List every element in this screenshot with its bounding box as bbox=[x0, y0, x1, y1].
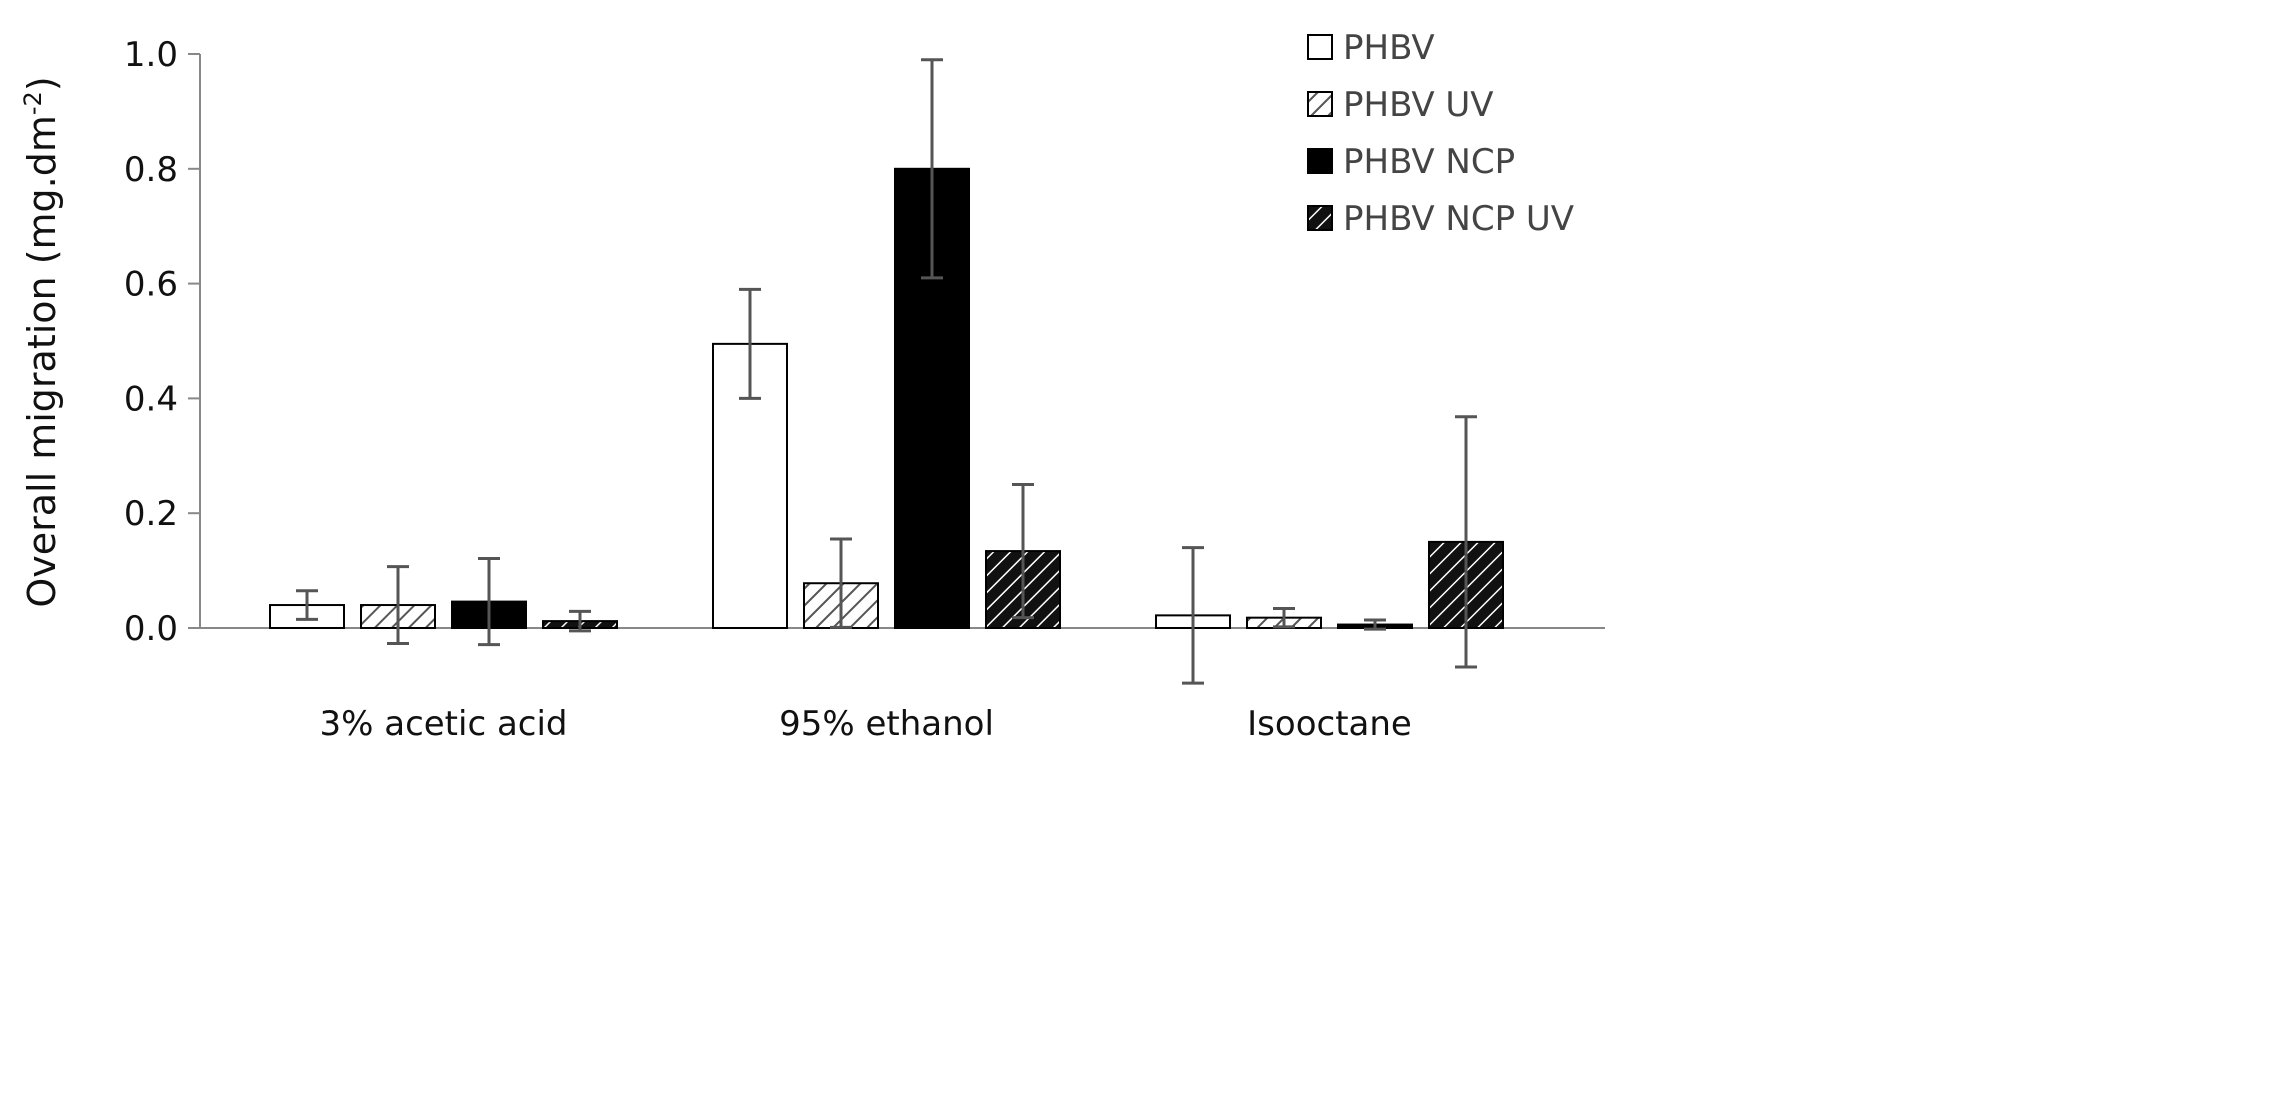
legend-swatch bbox=[1307, 34, 1333, 60]
y-tick-label: 0.0 bbox=[124, 609, 178, 649]
legend-label: PHBV NCP UV bbox=[1343, 199, 1574, 239]
legend-label: PHBV bbox=[1343, 28, 1435, 68]
y-tick-label: 0.4 bbox=[124, 379, 178, 419]
y-axis-label-sup: -2 bbox=[19, 91, 47, 115]
y-axis-label: Overall migration (mg.dm-2) bbox=[19, 76, 64, 607]
legend-swatch bbox=[1307, 91, 1333, 117]
legend: PHBV PHBV UV PHBV NCP PHBV NCP UV bbox=[1307, 28, 1574, 239]
x-category-label: Isooctane bbox=[1247, 704, 1412, 744]
y-tick-label: 1.0 bbox=[124, 35, 178, 75]
legend-label: PHBV UV bbox=[1343, 85, 1494, 125]
legend-swatch bbox=[1307, 205, 1333, 231]
bars bbox=[269, 58, 1504, 685]
y-axis-label-close: ) bbox=[20, 76, 64, 91]
y-tick-label: 0.2 bbox=[124, 494, 178, 534]
legend-label: PHBV NCP bbox=[1343, 142, 1515, 182]
y-axis: 0.0 0.2 0.4 0.6 0.8 1.0 bbox=[124, 35, 1605, 649]
x-category-labels: 3% acetic acid 95% ethanol Isooctane bbox=[319, 704, 1411, 744]
y-tick-label: 0.8 bbox=[124, 150, 178, 190]
x-category-label: 95% ethanol bbox=[779, 704, 994, 744]
x-category-label: 3% acetic acid bbox=[319, 704, 567, 744]
y-tick-label: 0.6 bbox=[124, 265, 178, 305]
legend-swatch bbox=[1307, 148, 1333, 174]
